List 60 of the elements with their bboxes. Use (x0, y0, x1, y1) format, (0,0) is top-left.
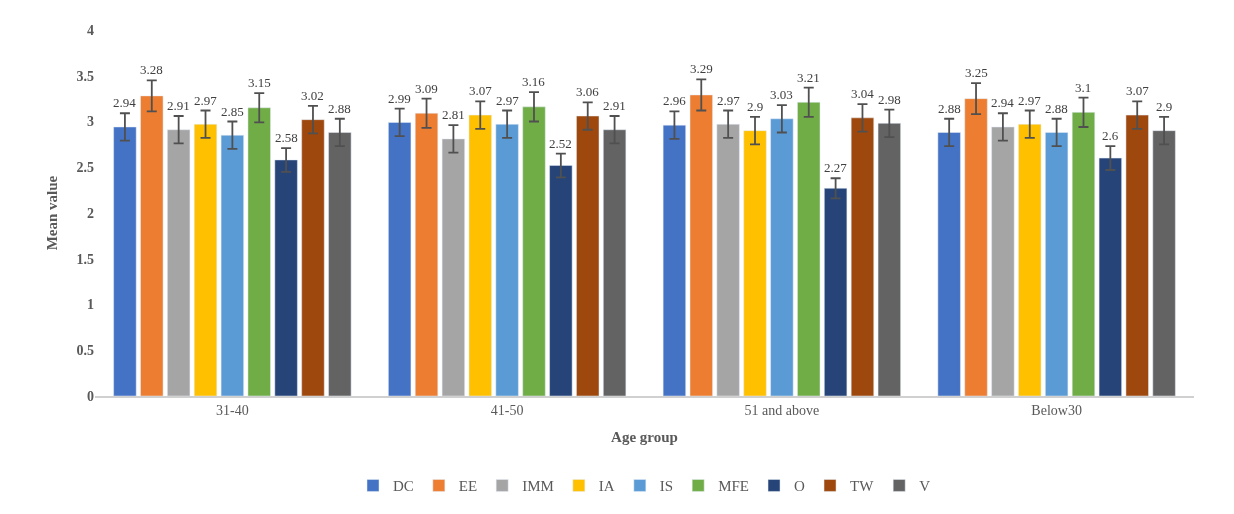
y-tick-label: 1 (87, 297, 94, 313)
data-label: 3.03 (770, 87, 793, 102)
legend-label: TW (850, 478, 875, 495)
y-tick-label: 2.5 (76, 160, 94, 176)
data-label: 2.9 (747, 99, 764, 114)
data-label: 2.98 (878, 92, 901, 107)
x-axis-title: Age group (611, 429, 678, 446)
y-axis-title: Mean value (43, 175, 60, 251)
data-label: 2.91 (603, 98, 626, 113)
data-label: 2.81 (442, 107, 465, 122)
data-label: 3.09 (415, 81, 438, 96)
x-tick-label: 51 and above (744, 402, 820, 418)
data-label: 2.94 (113, 95, 137, 110)
data-label: 2.97 (1018, 93, 1042, 108)
data-label: 3.02 (301, 88, 324, 103)
data-label: 3.07 (1126, 83, 1150, 98)
legend-label: EE (458, 478, 478, 495)
x-tick-label: 31-40 (216, 402, 249, 418)
data-label: 3.28 (140, 62, 163, 77)
y-tick-label: 0 (87, 388, 94, 404)
data-label: 2.27 (824, 160, 848, 175)
data-label: 2.97 (717, 93, 741, 108)
data-label: 3.16 (522, 74, 546, 89)
data-label: 3.07 (469, 83, 493, 98)
y-tick-label: 0.5 (76, 343, 94, 359)
data-label: 2.85 (221, 104, 244, 119)
legend-label: MFE (718, 478, 750, 495)
data-label: 2.99 (388, 91, 411, 106)
y-tick-label: 4 (87, 22, 94, 38)
legend-label: O (794, 478, 806, 495)
data-label: 2.6 (1102, 128, 1119, 143)
legend-label: IA (598, 478, 615, 495)
data-label: 3.1 (1075, 80, 1092, 95)
legend-label: IMM (522, 478, 554, 495)
data-label: 2.97 (194, 93, 218, 108)
data-label: 2.96 (663, 93, 687, 108)
data-label: 2.52 (549, 136, 572, 151)
legend-label: V (919, 478, 931, 495)
data-label: 2.94 (991, 95, 1015, 110)
y-tick-label: 3 (87, 114, 94, 130)
y-tick-label: 3.5 (76, 68, 94, 84)
data-label: 3.25 (965, 65, 988, 80)
x-tick-label: Below30 (1031, 402, 1082, 418)
data-label: 2.91 (167, 98, 190, 113)
data-label: 3.06 (576, 84, 600, 99)
data-label: 3.21 (797, 70, 820, 85)
y-tick-label: 2 (87, 205, 94, 221)
legend-label: IS (659, 478, 674, 495)
data-label: 2.88 (1045, 101, 1068, 116)
y-tick-label: 1.5 (76, 251, 94, 267)
data-label: 2.9 (1156, 99, 1173, 114)
data-label: 2.88 (938, 101, 961, 116)
legend-label: DC (393, 478, 414, 495)
data-label: 2.58 (275, 130, 298, 145)
data-label: 3.04 (851, 86, 875, 101)
data-label: 3.29 (690, 61, 713, 76)
data-label: 2.88 (328, 101, 351, 116)
x-tick-label: 41-50 (490, 402, 524, 418)
data-label: 3.15 (248, 75, 271, 90)
data-label: 2.97 (496, 93, 520, 108)
